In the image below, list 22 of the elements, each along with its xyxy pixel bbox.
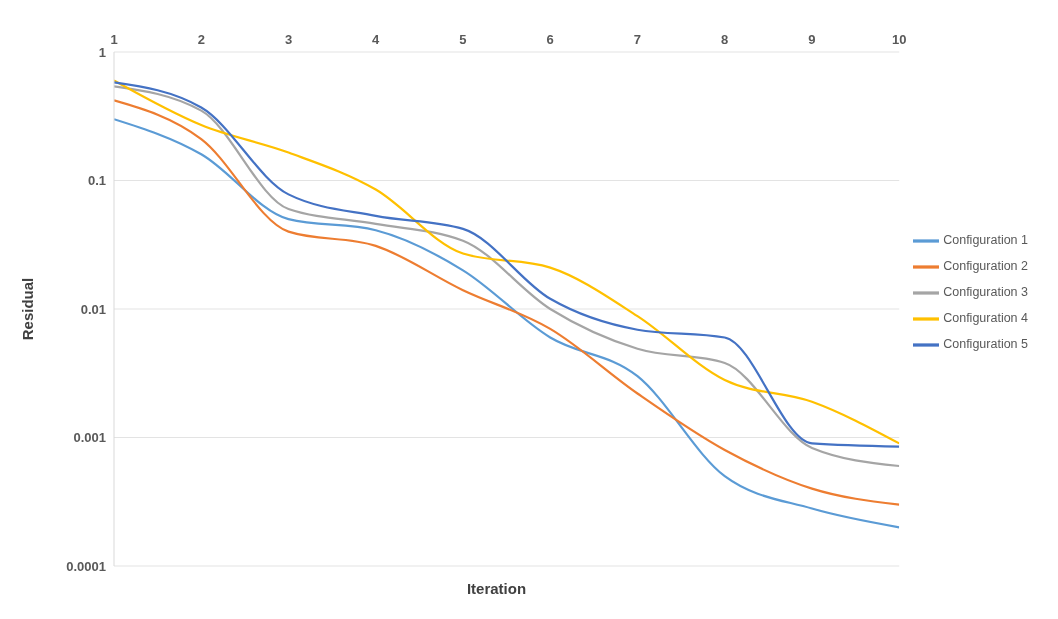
- legend-label: Configuration 4: [943, 311, 1028, 326]
- x-tick-label: 10: [891, 32, 907, 47]
- legend-label: Configuration 3: [943, 285, 1028, 300]
- x-tick-label: 1: [110, 32, 118, 47]
- x-tick-label: 5: [459, 32, 467, 47]
- legend-label: Configuration 5: [943, 337, 1028, 352]
- x-axis-title: Iteration: [465, 580, 528, 597]
- x-tick-label: 8: [721, 32, 729, 47]
- y-tick-label: 0.01: [80, 301, 106, 317]
- x-tick-label: 4: [372, 32, 381, 47]
- x-tick-label: 2: [197, 32, 205, 47]
- y-axis-title: Residual: [19, 277, 37, 341]
- y-tick-label: 1: [98, 44, 106, 60]
- x-tick-label: 6: [546, 32, 554, 47]
- legend-label: Configuration 2: [943, 259, 1028, 274]
- x-tick-label: 9: [808, 32, 816, 47]
- x-tick-label: 7: [633, 32, 642, 47]
- legend-label: Configuration 1: [943, 233, 1028, 248]
- y-tick-label: 0.1: [87, 173, 106, 189]
- x-tick-label: 3: [284, 32, 293, 47]
- y-tick-label: 0.0001: [66, 558, 106, 574]
- y-tick-label: 0.001: [73, 430, 106, 446]
